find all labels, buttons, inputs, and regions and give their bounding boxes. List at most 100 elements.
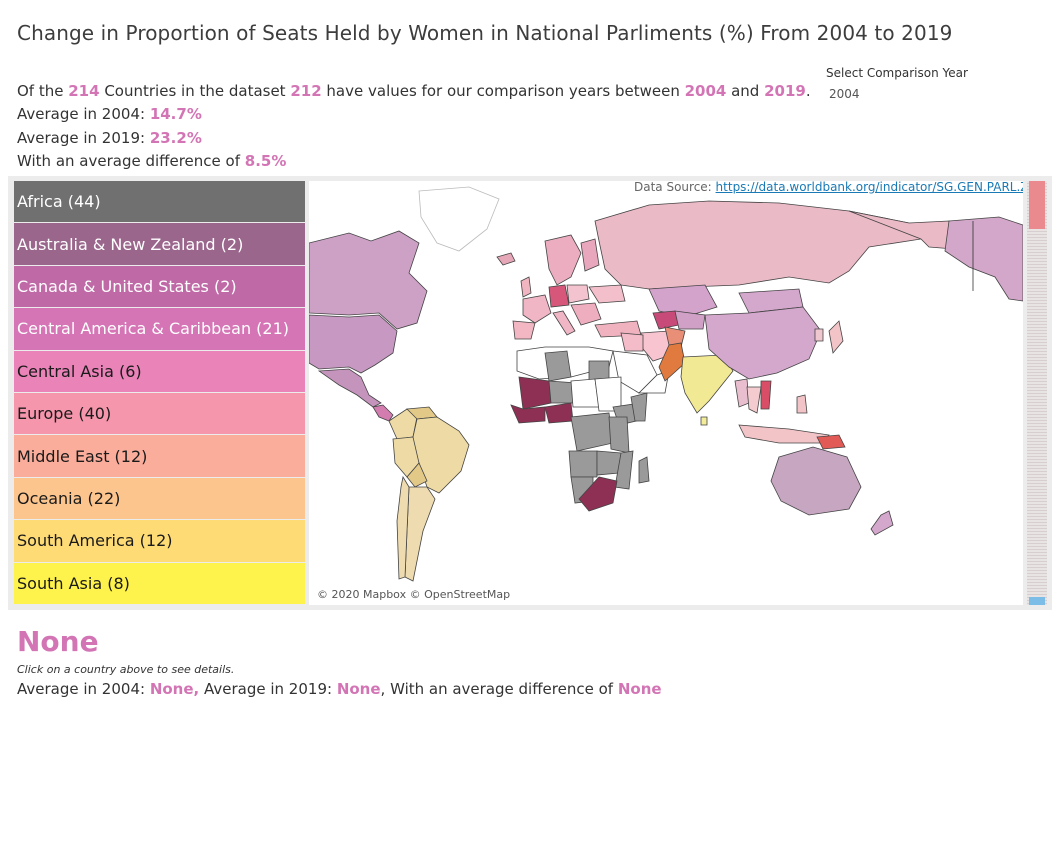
country-chile[interactable] (396, 475, 410, 580)
country-argentina[interactable] (404, 486, 436, 582)
country-poland[interactable] (566, 284, 590, 304)
avg-end-label: Average in 2019: (17, 128, 150, 147)
country-philippines[interactable] (796, 394, 808, 414)
country-greenland[interactable] (418, 186, 500, 252)
country-uzbekistan[interactable] (652, 310, 680, 330)
legend-item-central-asia[interactable]: Central Asia (6) (14, 350, 305, 392)
data-source: Data Source: https://data.worldbank.org/… (634, 181, 1023, 194)
country-finland[interactable] (580, 238, 600, 272)
selection-hint: Click on a country above to see details. (17, 663, 235, 676)
world-map[interactable]: Data Source: https://data.worldbank.org/… (309, 181, 1023, 605)
detail-diff-value: None (617, 680, 662, 698)
country-spain[interactable] (512, 320, 536, 340)
country-chad[interactable] (570, 378, 600, 408)
country-central-asia-other[interactable] (674, 310, 706, 330)
country-japan[interactable] (828, 320, 844, 354)
selected-country-name: None (17, 625, 99, 658)
country-south-africa[interactable] (578, 476, 618, 512)
scrollbar-thumb[interactable] (1029, 181, 1045, 229)
country-germany[interactable] (548, 284, 570, 308)
country-kazakhstan[interactable] (648, 284, 718, 318)
filter-label: Select Comparison Year (826, 66, 968, 80)
country-iraq-syria[interactable] (620, 332, 644, 352)
legend-item-oceania[interactable]: Oceania (22) (14, 477, 305, 520)
country-balkans[interactable] (570, 302, 602, 326)
country-mexico[interactable] (317, 368, 382, 408)
comparison-year-filter[interactable]: Select Comparison Year 2004 (826, 66, 1026, 101)
legend-item-south-america[interactable]: South America (12) (14, 520, 305, 562)
detail-avg-start-label: Average in 2004: (17, 680, 150, 698)
country-east-africa[interactable] (608, 416, 630, 454)
country-vietnam[interactable] (760, 380, 772, 410)
world-map-svg[interactable] (309, 181, 1023, 605)
country-bolivia[interactable] (406, 462, 428, 488)
country-korea[interactable] (814, 328, 824, 342)
country-alaska[interactable] (944, 216, 1023, 302)
country-france[interactable] (522, 294, 552, 324)
legend-item-label: Central Asia (6) (17, 361, 142, 381)
diff-value: 8.5% (244, 152, 287, 171)
country-iceland[interactable] (496, 252, 516, 266)
country-uk[interactable] (520, 276, 532, 298)
total-countries-value: 214 (68, 82, 100, 100)
summary-text: and (726, 82, 765, 100)
country-mozambique[interactable] (614, 450, 634, 490)
country-pakistan[interactable] (658, 342, 686, 382)
country-italy[interactable] (552, 310, 576, 336)
legend-item-africa[interactable]: Africa (44) (14, 181, 305, 223)
country-algeria[interactable] (544, 350, 572, 382)
legend-item-label: Europe (40) (17, 404, 112, 424)
legend-item-label: Africa (44) (17, 192, 101, 212)
data-source-label: Data Source: (634, 181, 716, 194)
summary-line-avg-end: Average in 2019: 23.2% (17, 127, 811, 150)
country-new-zealand[interactable] (870, 510, 894, 536)
detail-diff-label: , With an average difference of (380, 680, 618, 698)
legend-item-label: South America (12) (17, 531, 173, 551)
legend-item-south-asia[interactable]: South Asia (8) (14, 562, 305, 604)
summary-line-countries: Of the 214 Countries in the dataset 212 … (17, 80, 811, 103)
country-indonesia[interactable] (738, 424, 830, 444)
summary-line-avg-start: Average in 2004: 14.7% (17, 103, 811, 126)
country-papua-new-guinea[interactable] (816, 434, 846, 450)
country-madagascar[interactable] (638, 456, 650, 484)
legend-item-canada-united-states[interactable]: Canada & United States (2) (14, 265, 305, 308)
map-attribution: © 2020 Mapbox © OpenStreetMap (317, 588, 511, 601)
country-russia[interactable] (594, 200, 922, 290)
country-nigeria[interactable] (544, 402, 574, 424)
country-australia[interactable] (770, 446, 862, 516)
data-source-link[interactable]: https://data.worldbank.org/indicator/SG.… (715, 181, 1023, 194)
country-united-states[interactable] (309, 314, 398, 374)
country-canada[interactable] (309, 230, 428, 330)
country-sri-lanka[interactable] (700, 416, 708, 426)
avg-start-label: Average in 2004: (17, 105, 150, 124)
country-thailand[interactable] (746, 386, 762, 414)
selected-country-stats: Average in 2004: None, Average in 2019: … (17, 680, 662, 698)
country-china[interactable] (704, 306, 822, 380)
country-ukraine[interactable] (588, 284, 626, 304)
summary-text: Of the (17, 82, 69, 100)
country-somalia[interactable] (630, 392, 648, 422)
region-legend: Africa (44) Australia & New Zealand (2) … (14, 181, 305, 605)
vertical-scrollbar[interactable] (1027, 181, 1047, 605)
country-sudan[interactable] (594, 376, 622, 412)
legend-item-australia-new-zealand[interactable]: Australia & New Zealand (2) (14, 223, 305, 265)
country-mali[interactable] (518, 376, 552, 410)
filter-value[interactable]: 2004 (829, 87, 860, 101)
summary-text: . (805, 82, 811, 100)
legend-item-label: Middle East (12) (17, 446, 148, 466)
country-central-america[interactable] (372, 404, 394, 422)
summary-text: have values for our comparison years bet… (321, 82, 685, 100)
legend-item-middle-east[interactable]: Middle East (12) (14, 435, 305, 477)
legend-item-central-america-caribbean[interactable]: Central America & Caribbean (21) (14, 308, 305, 350)
summary-block: Of the 214 Countries in the dataset 212 … (17, 80, 811, 174)
countries-with-values: 212 (290, 82, 322, 100)
country-scandinavia[interactable] (544, 234, 582, 286)
country-west-africa[interactable] (510, 404, 546, 424)
legend-item-europe[interactable]: Europe (40) (14, 392, 305, 435)
country-myanmar[interactable] (734, 378, 750, 408)
legend-item-label: Central America & Caribbean (21) (17, 319, 290, 339)
country-angola[interactable] (568, 450, 598, 478)
year-start-value: 2004 (684, 82, 727, 100)
detail-avg-end-value: None (336, 680, 381, 698)
country-central-africa[interactable] (570, 412, 614, 452)
